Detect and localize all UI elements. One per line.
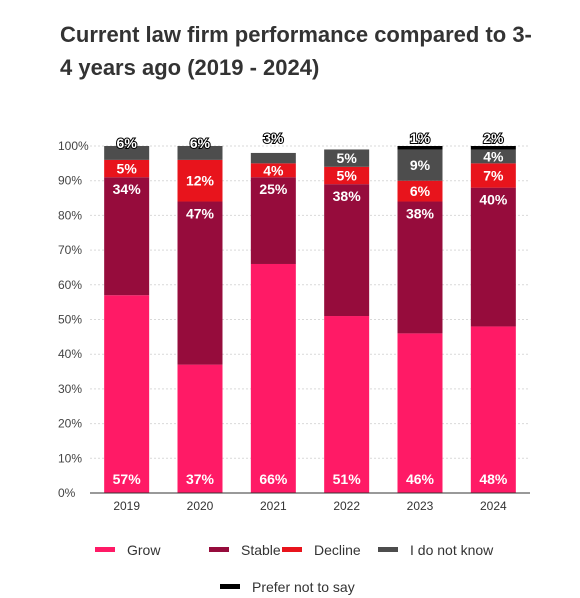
data-label: 4%	[263, 162, 284, 178]
data-label: 46%	[406, 471, 435, 487]
bar-segment-i-do-not-know-2019	[104, 146, 150, 160]
bar-segment-decline-2024	[470, 163, 516, 188]
y-tick-label: 10%	[58, 451, 82, 465]
legend-swatch	[209, 547, 229, 552]
data-label: 7%	[483, 167, 504, 183]
legend-swatch	[95, 547, 115, 552]
data-label: 3%	[263, 130, 284, 146]
x-tick-label: 2024	[480, 499, 507, 513]
y-tick-label: 60%	[58, 278, 82, 292]
bar-segment-stable-2024	[470, 187, 516, 327]
data-label: 9%	[410, 157, 431, 173]
bar-segment-i-do-not-know-2024	[470, 149, 516, 164]
y-tick-label: 30%	[58, 382, 82, 396]
y-tick-label: 40%	[58, 347, 82, 361]
data-label: 48%	[479, 471, 508, 487]
data-label: 5%	[337, 167, 358, 183]
y-tick-label: 70%	[58, 243, 82, 257]
bars	[104, 146, 516, 493]
legend-swatch	[220, 584, 240, 589]
data-label: 6%	[117, 135, 138, 151]
bar-segment-stable-2020	[177, 201, 223, 365]
x-tick-label: 2022	[333, 499, 360, 513]
legend: Grow Stable Decline I do not know Prefer not…	[95, 542, 494, 595]
y-tick-label: 90%	[58, 174, 82, 188]
data-label: 5%	[117, 161, 138, 177]
data-label: 40%	[479, 192, 508, 208]
data-label: 12%	[186, 173, 215, 189]
bar-segment-decline-2022	[324, 166, 370, 185]
data-label: 37%	[186, 471, 215, 487]
gridlines	[90, 145, 530, 459]
data-label: 51%	[333, 471, 362, 487]
x-tick-label: 2020	[187, 499, 214, 513]
data-label: 25%	[259, 181, 288, 197]
bar-segment-grow-2023	[397, 333, 443, 493]
bar-segment-prefer-not-to-say-2023	[397, 146, 443, 150]
bar-segment-grow-2024	[470, 326, 516, 493]
legend-item-prefer-not-to-say[interactable]: Prefer not to say	[220, 579, 355, 595]
legend-label: Stable	[241, 542, 281, 558]
y-tick-label: 20%	[58, 417, 82, 431]
data-label: 34%	[113, 181, 142, 197]
chart-title: Current law firm performance compared to…	[60, 22, 532, 80]
data-label: 47%	[186, 206, 215, 222]
bar-segment-i-do-not-know-2023	[397, 149, 443, 181]
legend-item-decline[interactable]: Decline	[282, 542, 361, 558]
data-label: 6%	[410, 183, 431, 199]
data-label: 38%	[406, 206, 435, 222]
x-axis: 2019 2020 2021 2022 2023 2024	[113, 499, 507, 513]
x-tick-label: 2021	[260, 499, 287, 513]
legend-swatch	[378, 547, 398, 552]
bar-segment-grow-2019	[104, 295, 150, 493]
legend-item-stable[interactable]: Stable	[209, 542, 281, 558]
legend-swatch	[282, 547, 302, 552]
y-axis: 0% 10% 20% 30% 40% 50% 60% 70% 80% 90% 100%	[58, 139, 89, 500]
data-label: 4%	[483, 148, 504, 164]
bar-segment-prefer-not-to-say-2024	[470, 146, 516, 150]
bar-segment-decline-2023	[397, 180, 443, 202]
data-label: 1%	[410, 130, 431, 146]
bar-segment-i-do-not-know-2021	[250, 152, 296, 164]
bar-segment-stable-2021	[250, 177, 296, 264]
bar-segment-decline-2019	[104, 159, 150, 178]
legend-label: Grow	[127, 542, 161, 558]
bar-segment-stable-2023	[397, 201, 443, 334]
data-label: 38%	[333, 188, 362, 204]
bar-segment-grow-2021	[250, 263, 296, 493]
legend-label: I do not know	[410, 542, 494, 558]
bar-segment-decline-2021	[250, 163, 296, 178]
bar-segment-i-do-not-know-2022	[324, 149, 370, 167]
data-label: 57%	[113, 471, 142, 487]
y-tick-label: 80%	[58, 208, 82, 222]
legend-label: Decline	[314, 542, 361, 558]
bar-segment-stable-2022	[324, 184, 370, 317]
y-tick-label: 0%	[58, 486, 76, 500]
x-tick-label: 2019	[113, 499, 140, 513]
bar-segment-decline-2020	[177, 159, 223, 202]
data-label: 2%	[483, 130, 504, 146]
bar-segment-i-do-not-know-2020	[177, 146, 223, 160]
x-tick-label: 2023	[407, 499, 434, 513]
legend-item-i-do-not-know[interactable]: I do not know	[378, 542, 494, 558]
data-label: 6%	[190, 135, 211, 151]
data-labels: 57%34%5%6%37%47%12%6%66%25%4%3%51%38%5%5…	[113, 129, 508, 487]
data-label: 5%	[337, 150, 358, 166]
y-tick-label: 50%	[58, 313, 82, 327]
bar-segment-stable-2019	[104, 177, 150, 296]
bar-segment-grow-2022	[324, 316, 370, 493]
y-tick-label: 100%	[58, 139, 89, 153]
legend-label: Prefer not to say	[252, 579, 355, 595]
legend-item-grow[interactable]: Grow	[95, 542, 161, 558]
data-label: 66%	[259, 471, 288, 487]
bar-segment-grow-2020	[177, 364, 223, 493]
